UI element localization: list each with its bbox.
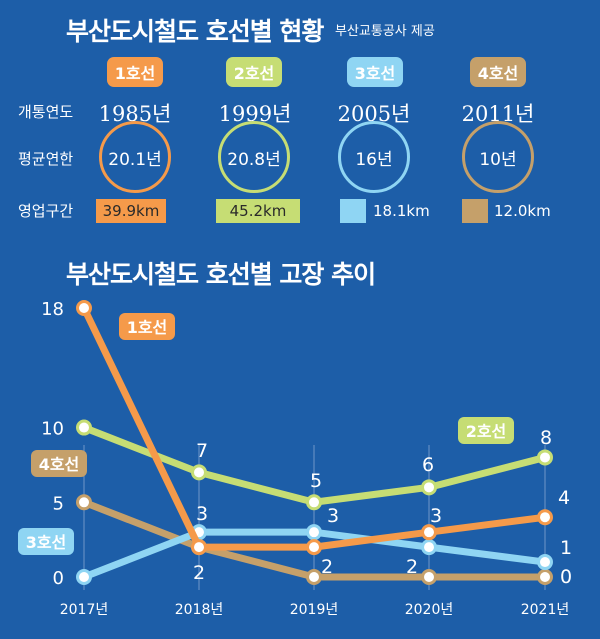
legend-tag-bg-2 — [458, 417, 514, 444]
x-tick-4: 2021년 — [521, 602, 570, 618]
point-line4-4 — [537, 569, 553, 585]
avg-age-line2: 20.8년 — [218, 121, 290, 193]
data-label-2018년-1: 3 — [196, 503, 208, 525]
x-tick-0: 2017년 — [60, 602, 109, 618]
data-label-2021년-2: 1 — [560, 537, 572, 559]
badge-line3: 3호선 — [347, 57, 403, 87]
point-line2-0 — [76, 419, 92, 436]
badge-line4: 4호선 — [470, 57, 526, 87]
badge-line1: 1호선 — [107, 57, 163, 87]
point-line2-2 — [306, 494, 322, 511]
data-label-2020년-0: 6 — [422, 454, 434, 476]
point-line3-0 — [76, 569, 92, 585]
legend-tag-3: 3호선 — [26, 533, 67, 552]
legend-tag-4: 4호선 — [39, 455, 80, 474]
x-tick-1: 2018년 — [175, 602, 224, 618]
row-label-avg-age: 평균연한 — [18, 150, 74, 168]
point-line3-3 — [421, 539, 437, 556]
row-label-length: 영업구간 — [18, 202, 74, 220]
chart-title: 부산도시철도 호선별 고장 추이 — [66, 260, 376, 289]
avg-age-line4: 10년 — [462, 121, 534, 193]
y-tick-0: 0 — [53, 568, 64, 589]
avg-age-line1: 20.1년 — [99, 121, 171, 193]
point-line4-3 — [421, 569, 437, 585]
y-tick-18: 18 — [41, 299, 64, 320]
y-tick-10: 10 — [41, 419, 64, 440]
data-label-2021년-3: 0 — [560, 566, 572, 588]
row-label-open-year: 개통연도 — [18, 103, 74, 121]
badge-line2: 2호선 — [226, 57, 282, 87]
data-label-2020년-2: 2 — [406, 556, 418, 578]
data-label-2018년-0: 7 — [196, 440, 208, 462]
legend-tag-2: 2호선 — [466, 422, 507, 441]
y-tick-5: 5 — [53, 493, 64, 514]
data-label-2021년-1: 4 — [558, 487, 570, 509]
point-line3-2 — [306, 524, 322, 541]
status-title: 부산도시철도 호선별 현황 — [66, 17, 324, 46]
point-line1-0 — [76, 300, 92, 316]
point-line2-3 — [421, 479, 437, 496]
point-line4-0 — [76, 494, 92, 511]
data-label-2020년-1: 3 — [430, 505, 442, 527]
point-line4-2 — [306, 569, 322, 585]
point-line1-3 — [421, 524, 437, 541]
data-label-2019년-1: 3 — [327, 505, 339, 527]
legend-tag-bg-4 — [31, 450, 87, 477]
length-line1: 39.9km — [96, 199, 166, 223]
data-label-2019년-0: 5 — [310, 470, 322, 492]
legend-tag-1: 1호선 — [127, 318, 168, 337]
point-line1-2 — [306, 539, 322, 556]
legend-tag-bg-1 — [119, 313, 175, 340]
point-line1-1 — [191, 539, 207, 556]
length-swatch-line4 — [462, 199, 488, 223]
x-tick-2: 2019년 — [290, 602, 339, 618]
point-line2-1 — [191, 464, 207, 481]
length-line2: 45.2km — [216, 199, 300, 223]
source-note: 부산교통공사 제공 — [335, 24, 435, 39]
point-line1-4 — [537, 509, 553, 526]
length-line4: 12.0km — [494, 202, 551, 220]
data-label-2018년-2: 2 — [193, 562, 205, 584]
data-label-2021년-0: 8 — [540, 427, 552, 449]
length-line3: 18.1km — [373, 202, 430, 220]
point-line2-4 — [537, 449, 553, 466]
point-line3-4 — [537, 554, 553, 571]
x-tick-3: 2020년 — [405, 602, 454, 618]
avg-age-line3: 16년 — [338, 121, 410, 193]
legend-tag-bg-3 — [18, 528, 74, 555]
data-label-2019년-2: 2 — [321, 556, 333, 578]
length-swatch-line3 — [340, 199, 366, 223]
